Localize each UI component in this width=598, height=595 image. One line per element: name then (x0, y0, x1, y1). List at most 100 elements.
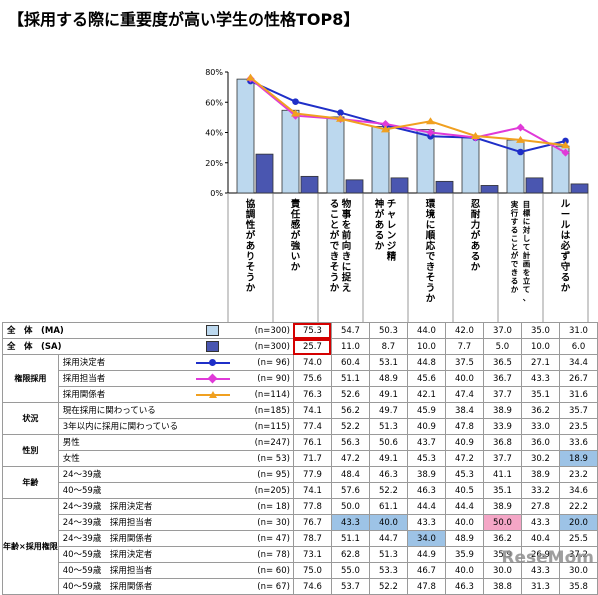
legend-cell (179, 482, 246, 499)
value-cell: 45.3 (444, 466, 484, 483)
value-cell: 78.7 (292, 530, 332, 547)
value-cell: 38.9 (520, 466, 560, 483)
value-cell: 10.0 (406, 338, 446, 355)
bar-ma (281, 109, 300, 194)
category-label: 神があるか (375, 198, 385, 252)
category-label: 環境に順応できそうか (425, 198, 436, 305)
line-point (517, 148, 524, 156)
row-label: 全 体 (MA) (1, 322, 180, 339)
line-point (516, 123, 525, 132)
table-row: 3年以内に採用に関わっている (n=115) 77.4 52.2 51.3 40.9 47.… (3, 418, 598, 435)
value-cell: 45.6 (406, 370, 446, 387)
value-cell: 77.8 (292, 498, 332, 515)
value-cell: 37.7 (482, 386, 522, 403)
value-cell: 49.1 (368, 450, 408, 467)
value-cell: 40.0 (368, 514, 408, 531)
bar-ma (236, 78, 255, 194)
sample-size: (n= 53) (245, 450, 294, 467)
table-row: 40～59歳 採用決定者 (n= 78) 73.1 62.8 51.3 44.9 35.9 3… (3, 546, 598, 563)
value-cell: 74.0 (292, 354, 332, 371)
line-point (337, 109, 344, 116)
value-cell: 51.1 (330, 370, 370, 387)
legend-cell (179, 434, 246, 451)
sample-size: (n= 96) (245, 354, 294, 371)
value-cell: 36.0 (520, 434, 560, 451)
table-row: 女性 (n= 53) 71.7 47.2 49.1 45.3 47.2 37.7 30.2 18.… (3, 450, 598, 467)
value-cell: 62.8 (330, 546, 370, 563)
legend-cell (179, 546, 246, 563)
value-cell: 46.7 (406, 562, 446, 579)
sample-size: (n=205) (245, 482, 294, 499)
value-cell: 18.9 (558, 450, 598, 467)
line-point (381, 120, 390, 129)
value-cell: 47.4 (444, 386, 484, 403)
value-cell: 23.5 (558, 418, 598, 435)
value-cell: 33.2 (520, 482, 560, 499)
value-cell: 45.3 (406, 450, 446, 467)
value-cell: 47.2 (444, 450, 484, 467)
legend-cell (179, 370, 246, 387)
bar-sa (345, 179, 364, 194)
value-cell: 43.3 (520, 514, 560, 531)
row-label: 24～39歳 採用担当者 (57, 514, 180, 531)
line-point (561, 148, 570, 157)
group-label: 権限採用 (2, 354, 59, 403)
value-cell: 23.2 (558, 466, 598, 483)
legend-cell (179, 450, 246, 467)
value-cell: 30.2 (520, 450, 560, 467)
value-cell: 51.3 (368, 418, 408, 435)
value-cell: 76.7 (292, 514, 332, 531)
line-point (291, 109, 300, 117)
legend-line (195, 390, 230, 399)
value-cell: 33.6 (558, 434, 598, 451)
row-label: 24～39歳 (57, 466, 180, 483)
table-row: 年齢×採用権限 24～39歳 採用決定者 (n= 18) 77.8 50.0 61.1 44… (2, 498, 598, 595)
value-cell: 35.9 (444, 546, 484, 563)
legend-cell (179, 418, 246, 435)
value-cell: 50.3 (368, 322, 408, 339)
bar-ma (551, 145, 570, 194)
legend-cell (179, 466, 246, 483)
value-cell: 44.9 (406, 546, 446, 563)
row-label: 採用担当者 (57, 370, 180, 387)
value-cell: 35.7 (558, 402, 598, 419)
value-cell: 36.2 (520, 402, 560, 419)
value-cell: 35.1 (482, 482, 522, 499)
row-label: 40～59歳 採用担当者 (57, 562, 180, 579)
series-line (250, 80, 566, 154)
table-row: 採用関係者 (n=114) 76.3 52.6 49.1 42.1 47.4 37.7 35.1… (3, 386, 598, 403)
value-cell: 8.7 (368, 338, 408, 355)
row-label: 採用関係者 (57, 386, 180, 403)
value-cell: 49.7 (368, 402, 408, 419)
value-cell: 75.3 (292, 322, 332, 339)
sample-size: (n=300) (245, 338, 294, 355)
value-cell: 33.9 (482, 418, 522, 435)
row-label: 全 体 (SA) (1, 338, 180, 355)
group-label: 年齢 (2, 466, 59, 499)
legend-cell (179, 354, 246, 371)
chart-area: 0% 20% 40% 60% 80% 協調性がありそうか 責任感が強いか 物事を前向きに捉える… (205, 68, 589, 322)
sample-size: (n=300) (245, 322, 294, 339)
value-cell: 44.0 (406, 322, 446, 339)
value-cell: 75.0 (292, 562, 332, 579)
group-label: 状況 (2, 402, 59, 435)
row-label: 40～59歳 採用関係者 (57, 578, 180, 595)
bar-sa (255, 153, 274, 194)
category-label: ることができそうか (330, 199, 340, 294)
value-cell: 45.9 (406, 402, 446, 419)
value-cell: 11.0 (330, 338, 370, 355)
row-label: 24～39歳 採用決定者 (57, 498, 180, 515)
value-cell: 77.9 (292, 466, 332, 483)
category-label: チャレンジ精 (387, 199, 397, 263)
bar-sa (390, 177, 409, 194)
value-cell: 34.6 (558, 482, 598, 499)
value-cell: 5.0 (482, 338, 522, 355)
bar-sa (435, 180, 454, 194)
sample-size: (n= 47) (245, 530, 294, 547)
value-cell: 36.5 (482, 354, 522, 371)
bar-sa (525, 177, 544, 194)
value-cell: 41.1 (482, 466, 522, 483)
sample-size: (n=114) (245, 386, 294, 403)
row-label: 男性 (57, 434, 180, 451)
watermark-logo: ReseMom (501, 548, 594, 568)
